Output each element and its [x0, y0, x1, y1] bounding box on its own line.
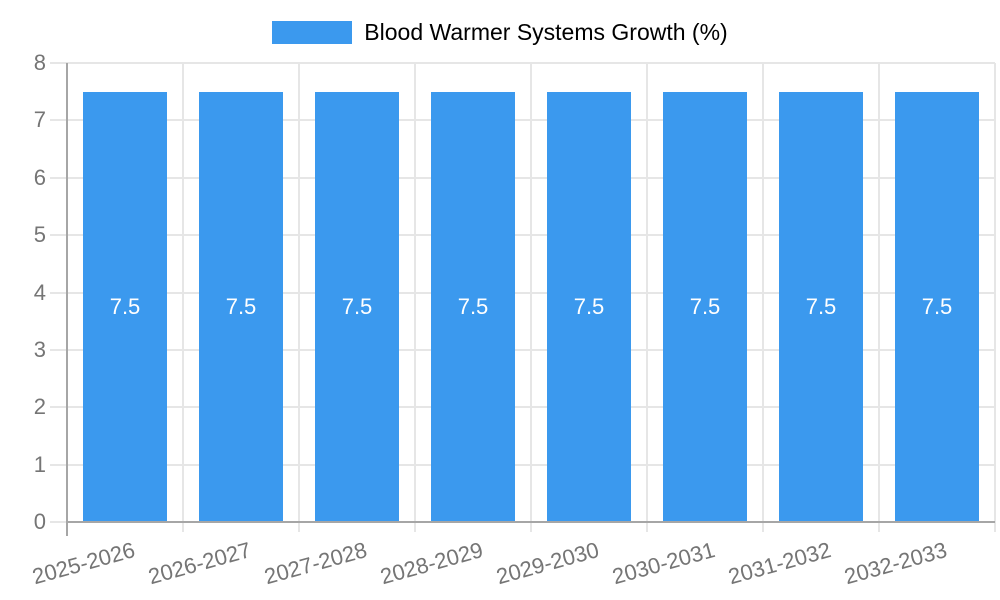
- y-axis-line: [66, 63, 68, 536]
- x-gridline: [182, 63, 184, 532]
- legend-label: Blood Warmer Systems Growth (%): [364, 19, 728, 45]
- bar[interactable]: [663, 91, 747, 522]
- bar-value-label: 7.5: [457, 293, 489, 319]
- y-gridline: [50, 463, 995, 466]
- bar-value-label: 7.5: [109, 293, 141, 319]
- y-axis-tick-label: 7: [33, 107, 46, 133]
- legend: Blood Warmer Systems Growth (%): [0, 20, 1000, 44]
- bar[interactable]: [83, 91, 167, 522]
- x-gridline: [994, 63, 996, 532]
- y-axis-tick-label: 8: [33, 50, 46, 75]
- x-axis-category-label: 2026-2027: [145, 537, 254, 590]
- bar-value-label: 7.5: [805, 293, 837, 319]
- y-gridline: [50, 234, 995, 237]
- y-gridline: [50, 348, 995, 351]
- y-axis-tick-label: 2: [33, 394, 46, 420]
- y-axis-tick-label: 6: [33, 164, 46, 190]
- bar[interactable]: [431, 91, 515, 522]
- x-gridline: [298, 63, 300, 532]
- y-axis-tick-label: 5: [33, 222, 46, 248]
- x-axis-category-label: 2030-2031: [609, 537, 718, 590]
- y-axis-tick-label: 0: [33, 509, 46, 534]
- y-gridline: [50, 119, 995, 122]
- bar-value-label: 7.5: [341, 293, 373, 319]
- y-axis-tick-label: 1: [33, 451, 46, 477]
- y-axis-tick-label: 3: [33, 336, 46, 362]
- legend-swatch: [272, 20, 353, 44]
- bar[interactable]: [779, 91, 863, 522]
- bar-value-label: 7.5: [225, 293, 257, 319]
- bar-value-label: 7.5: [689, 293, 721, 319]
- x-axis-category-label: 2027-2028: [261, 537, 370, 590]
- bar-value-label: 7.5: [921, 293, 953, 319]
- y-gridline: [50, 176, 995, 179]
- x-axis-line: [66, 521, 995, 523]
- x-axis-category-label: 2029-2030: [493, 537, 602, 590]
- x-gridline: [530, 63, 532, 532]
- x-gridline: [878, 63, 880, 532]
- bar[interactable]: [895, 91, 979, 522]
- bar[interactable]: [547, 91, 631, 522]
- x-axis-category-label: 2028-2029: [377, 537, 486, 590]
- x-gridline: [762, 63, 764, 532]
- x-axis-category-label: 2032-2033: [841, 537, 950, 590]
- bar-value-label: 7.5: [573, 293, 605, 319]
- x-gridline: [414, 63, 416, 532]
- y-gridline: [50, 406, 995, 409]
- bar[interactable]: [315, 91, 399, 522]
- bar[interactable]: [199, 91, 283, 522]
- y-gridline: [50, 291, 995, 294]
- x-axis-category-label: 2031-2032: [725, 537, 834, 590]
- x-axis-category-label: 2025-2026: [29, 537, 138, 590]
- y-gridline: [50, 62, 995, 64]
- x-gridline: [646, 63, 648, 532]
- y-axis-tick-label: 4: [33, 279, 46, 305]
